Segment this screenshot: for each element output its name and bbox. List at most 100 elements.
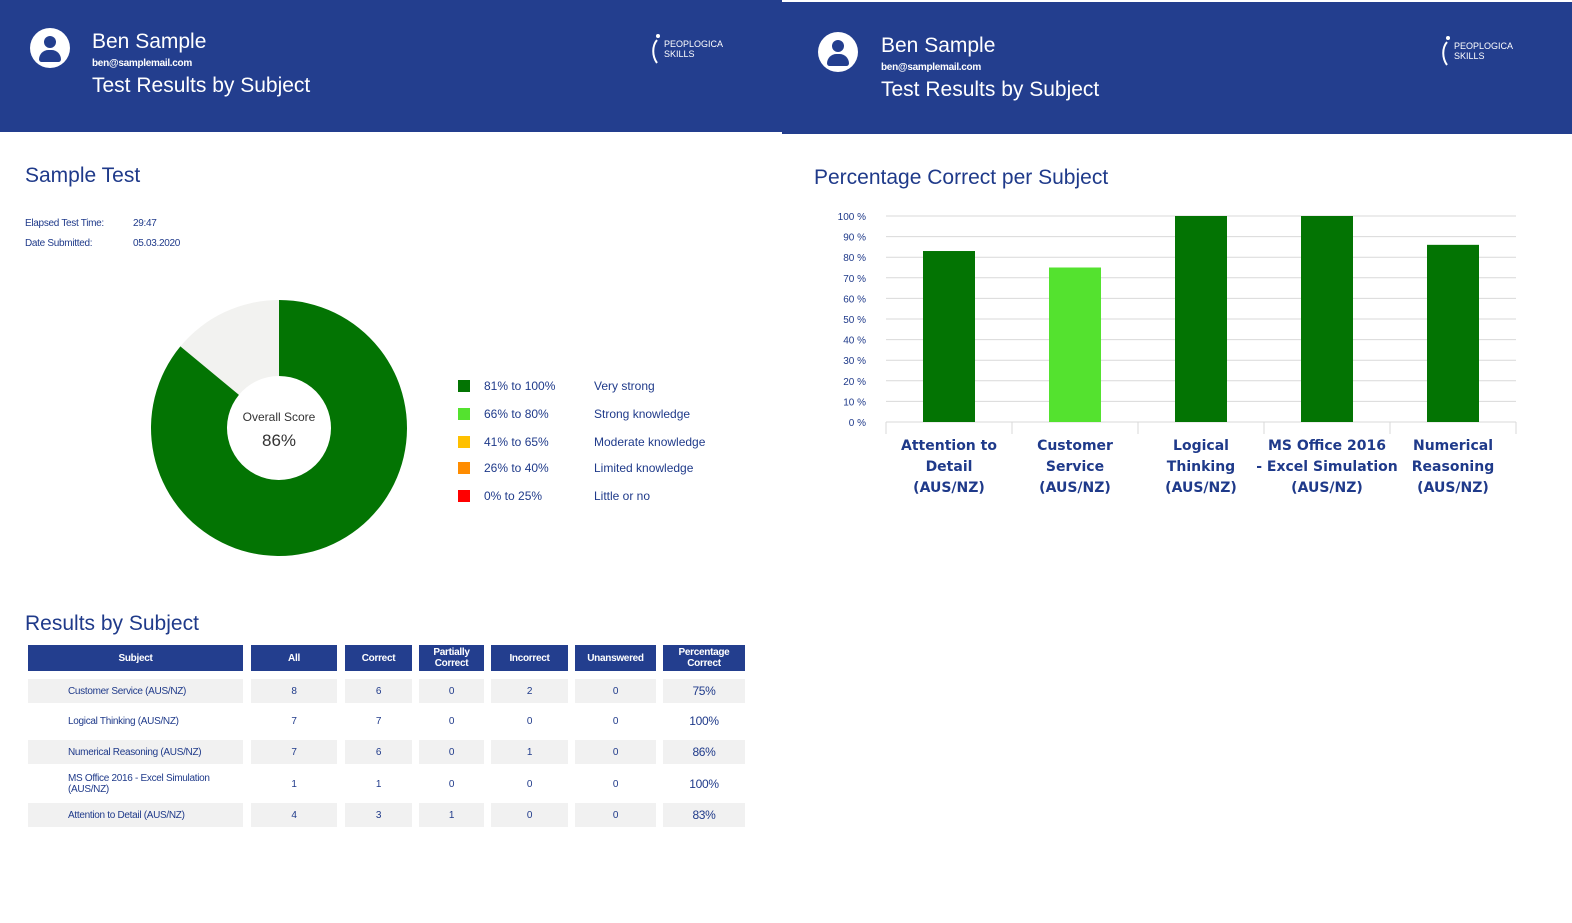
x-category-label: (AUS/NZ) [1165,480,1237,496]
x-category-label: (AUS/NZ) [1039,480,1111,496]
legend-description: Little or no [594,489,651,503]
table-cell: 1 [491,740,568,764]
table-cell-subject: Attention to Detail (AUS/NZ) [28,803,243,827]
y-tick-label: 60 % [843,294,866,305]
legend-swatch [458,408,470,420]
table-cell: 86% [663,740,745,764]
legend-swatch [458,462,470,474]
table-cell: 0 [419,740,484,764]
table-cell: 0 [419,708,484,734]
report-title: Test Results by Subject [92,74,311,97]
table-cell: 1 [345,769,412,799]
table-cell: 7 [345,708,412,734]
elapsed-time-label: Elapsed Test Time: [25,218,104,229]
legend-swatch [458,380,470,392]
x-category-label: (AUS/NZ) [1291,480,1363,496]
table-cell-subject: MS Office 2016 - Excel Simulation (AUS/N… [28,769,243,799]
table-cell: 0 [419,679,484,703]
candidate-email: ben@samplemail.com [92,58,192,69]
x-category-label: Service [1046,459,1104,475]
user-avatar-icon [30,28,70,68]
page-header: Ben Sample ben@samplemail.com Test Resul… [782,2,1572,134]
legend-range: 81% to 100% [484,379,556,393]
table-cell: 0 [575,769,656,799]
date-submitted-value: 05.03.2020 [133,238,181,249]
legend-description: Limited knowledge [594,461,694,475]
y-tick-label: 10 % [843,397,866,408]
candidate-name: Ben Sample [881,34,996,57]
x-category-label: MS Office 2016 [1268,438,1386,454]
legend-description: Moderate knowledge [594,435,706,449]
table-cell: 7 [251,708,337,734]
legend-description: Strong knowledge [594,407,691,421]
overall-score-value: 86% [262,431,296,450]
report-title: Test Results by Subject [881,78,1100,101]
x-category-label: Reasoning [1412,459,1494,475]
table-cell: 8 [251,679,337,703]
svg-text:SKILLS: SKILLS [664,49,695,59]
test-title: Sample Test [25,164,141,187]
legend-range: 41% to 65% [484,435,549,449]
table-header-cell: Unanswered [575,645,656,671]
percentage-bar-chart: 0 % 10 % 20 % 30 % 40 % 50 % 60 % 70 % 80 % 90 % 1… [838,212,1517,496]
donut-score-segment [150,300,407,556]
table-cell: 0 [575,803,656,827]
legend-swatch [458,436,470,448]
y-tick-label: 0 % [849,418,866,429]
page-header: Ben Sample ben@samplemail.com Test Resul… [0,0,782,132]
y-tick-label: 30 % [843,356,866,367]
table-header-cell: Subject [28,645,243,671]
y-tick-label: 100 % [838,212,866,223]
report-page-chart: Ben Sample ben@samplemail.com Test Resul… [782,0,1572,923]
table-cell: 0 [575,740,656,764]
table-cell: 75% [663,679,745,703]
peoplogica-logo: PEOPLOGICA SKILLS [1442,36,1513,66]
y-tick-label: 70 % [843,274,866,285]
x-category-label: Attention to [901,438,997,454]
table-cell-subject: Customer Service (AUS/NZ) [28,679,243,703]
candidate-name: Ben Sample [92,30,207,53]
table-cell: 2 [491,679,568,703]
legend-range: 66% to 80% [484,407,549,421]
table-cell: 0 [575,708,656,734]
table-cell: 3 [345,803,412,827]
table-cell: 0 [419,769,484,799]
table-cell: 1 [251,769,337,799]
table-header-cell: Partially Correct [419,645,484,671]
legend-description: Very strong [594,379,655,393]
overall-score-donut: Overall Score 86% [150,300,407,556]
y-tick-label: 50 % [843,315,866,326]
results-by-subject-title: Results by Subject [25,612,199,635]
overall-score-label: Overall Score [243,410,316,424]
table-cell-subject: Numerical Reasoning (AUS/NZ) [28,740,243,764]
y-tick-label: 80 % [843,253,866,264]
bar [923,251,975,422]
chart-title: Percentage Correct per Subject [814,166,1109,189]
table-cell: 83% [663,803,745,827]
svg-text:PEOPLOGICA: PEOPLOGICA [664,39,723,49]
table-cell: 6 [345,740,412,764]
donut-remainder-segment [180,300,279,395]
table-cell: 0 [491,769,568,799]
legend-range: 26% to 40% [484,461,549,475]
legend-swatch [458,490,470,502]
y-tick-label: 20 % [843,377,866,388]
table-cell: 4 [251,803,337,827]
elapsed-time-value: 29:47 [133,218,157,229]
table-header-cell: Correct [345,645,412,671]
date-submitted-label: Date Submitted: [25,238,93,249]
table-cell: 0 [491,803,568,827]
svg-text:SKILLS: SKILLS [1454,51,1485,61]
user-avatar-icon [818,32,858,72]
y-tick-label: 90 % [843,233,866,244]
y-tick-label: 40 % [843,336,866,347]
x-category-label: Logical [1173,438,1229,454]
bar [1427,244,1479,422]
bar [1049,267,1101,422]
table-cell: 7 [251,740,337,764]
table-cell: 100% [663,708,745,734]
x-category-label: (AUS/NZ) [913,480,985,496]
x-category-label: Customer [1037,438,1113,454]
legend-range: 0% to 25% [484,489,543,503]
table-cell: 100% [663,769,745,799]
